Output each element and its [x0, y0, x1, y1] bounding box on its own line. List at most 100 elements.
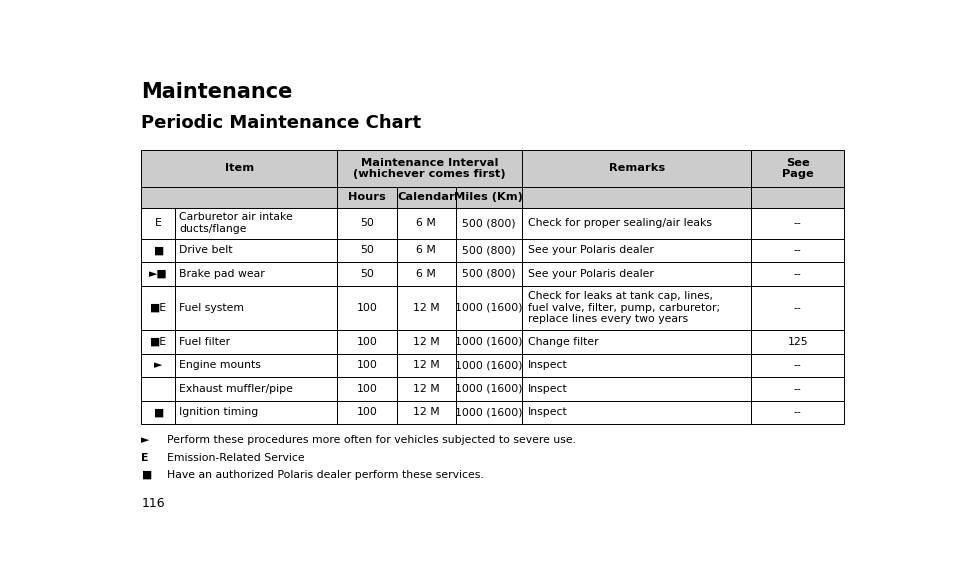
Text: Check for leaks at tank cap, lines,
fuel valve, filter, pump, carburetor;
replac: Check for leaks at tank cap, lines, fuel… [528, 291, 720, 325]
Text: 1000 (1600): 1000 (1600) [455, 407, 522, 417]
Text: 100: 100 [356, 337, 377, 347]
Text: Maintenance: Maintenance [141, 82, 293, 102]
Text: 500 (800): 500 (800) [461, 245, 516, 255]
Bar [174, 330, 337, 353]
Text: Emission-Related Service: Emission-Related Service [167, 453, 305, 463]
Bar [174, 239, 337, 262]
Bar [141, 377, 174, 400]
Text: E: E [141, 453, 149, 463]
Bar [337, 208, 396, 239]
Bar [521, 262, 751, 286]
Text: E: E [154, 218, 161, 228]
Text: 50: 50 [359, 245, 374, 255]
Bar [174, 353, 337, 377]
Text: Perform these procedures more often for vehicles subjected to severe use.: Perform these procedures more often for … [167, 436, 576, 446]
Bar [337, 286, 396, 330]
Bar [141, 400, 174, 424]
Bar [396, 330, 456, 353]
Text: Inspect: Inspect [528, 407, 567, 417]
Bar [141, 330, 174, 353]
Bar [751, 239, 842, 262]
Text: ►: ► [141, 436, 150, 446]
Text: 12 M: 12 M [413, 407, 439, 417]
Text: 12 M: 12 M [413, 337, 439, 347]
Bar [521, 377, 751, 400]
Bar [396, 187, 456, 208]
Bar [337, 400, 396, 424]
Bar [337, 150, 521, 187]
Text: ■E: ■E [150, 337, 167, 347]
Text: 1000 (1600): 1000 (1600) [455, 337, 522, 347]
Text: 6 M: 6 M [416, 245, 436, 255]
Text: 50: 50 [359, 269, 374, 279]
Text: --: -- [793, 218, 801, 228]
Bar [396, 262, 456, 286]
Text: ►: ► [153, 360, 162, 370]
Text: Calendar: Calendar [396, 192, 455, 202]
Bar [521, 187, 751, 208]
Bar [337, 239, 396, 262]
Bar [337, 377, 396, 400]
Text: --: -- [793, 269, 801, 279]
Text: 12 M: 12 M [413, 360, 439, 370]
Bar [456, 208, 521, 239]
Bar [174, 208, 337, 239]
Bar [456, 239, 521, 262]
Bar [751, 262, 842, 286]
Text: Periodic Maintenance Chart: Periodic Maintenance Chart [141, 113, 421, 132]
Bar [456, 377, 521, 400]
Bar [337, 330, 396, 353]
Text: Fuel system: Fuel system [179, 303, 244, 313]
Bar [141, 286, 174, 330]
Text: Fuel filter: Fuel filter [179, 337, 230, 347]
Bar [337, 262, 396, 286]
Text: Have an authorized Polaris dealer perform these services.: Have an authorized Polaris dealer perfor… [167, 470, 483, 480]
Bar [521, 239, 751, 262]
Bar [174, 286, 337, 330]
Text: See
Page: See Page [781, 158, 813, 179]
Bar [396, 239, 456, 262]
Text: 100: 100 [356, 303, 377, 313]
Bar [751, 187, 842, 208]
Text: 6 M: 6 M [416, 218, 436, 228]
Bar [396, 286, 456, 330]
Text: Item: Item [225, 163, 253, 173]
Bar [141, 187, 337, 208]
Text: Brake pad wear: Brake pad wear [179, 269, 265, 279]
Bar [521, 286, 751, 330]
Text: 12 M: 12 M [413, 303, 439, 313]
Bar [141, 208, 174, 239]
Bar [141, 353, 174, 377]
Bar [396, 377, 456, 400]
Text: Drive belt: Drive belt [179, 245, 233, 255]
Text: 12 M: 12 M [413, 384, 439, 394]
Text: 1000 (1600): 1000 (1600) [455, 303, 522, 313]
Bar [521, 208, 751, 239]
Bar [751, 330, 842, 353]
Text: Change filter: Change filter [528, 337, 598, 347]
Bar [141, 239, 174, 262]
Text: 116: 116 [141, 497, 165, 510]
Bar [396, 353, 456, 377]
Bar [456, 187, 521, 208]
Bar [521, 400, 751, 424]
Bar [751, 150, 842, 187]
Text: ►■: ►■ [149, 269, 167, 279]
Text: 100: 100 [356, 384, 377, 394]
Text: 100: 100 [356, 360, 377, 370]
Text: 500 (800): 500 (800) [461, 218, 516, 228]
Text: Inspect: Inspect [528, 360, 567, 370]
Text: --: -- [793, 360, 801, 370]
Text: See your Polaris dealer: See your Polaris dealer [528, 269, 654, 279]
Bar [337, 353, 396, 377]
Text: 50: 50 [359, 218, 374, 228]
Text: Maintenance Interval
(whichever comes first): Maintenance Interval (whichever comes fi… [354, 158, 505, 179]
Bar [141, 150, 337, 187]
Bar [174, 400, 337, 424]
Text: Check for proper sealing/air leaks: Check for proper sealing/air leaks [528, 218, 711, 228]
Bar [521, 150, 751, 187]
Text: ■: ■ [141, 470, 152, 480]
Bar [456, 262, 521, 286]
Text: Exhaust muffler/pipe: Exhaust muffler/pipe [179, 384, 293, 394]
Bar [174, 262, 337, 286]
